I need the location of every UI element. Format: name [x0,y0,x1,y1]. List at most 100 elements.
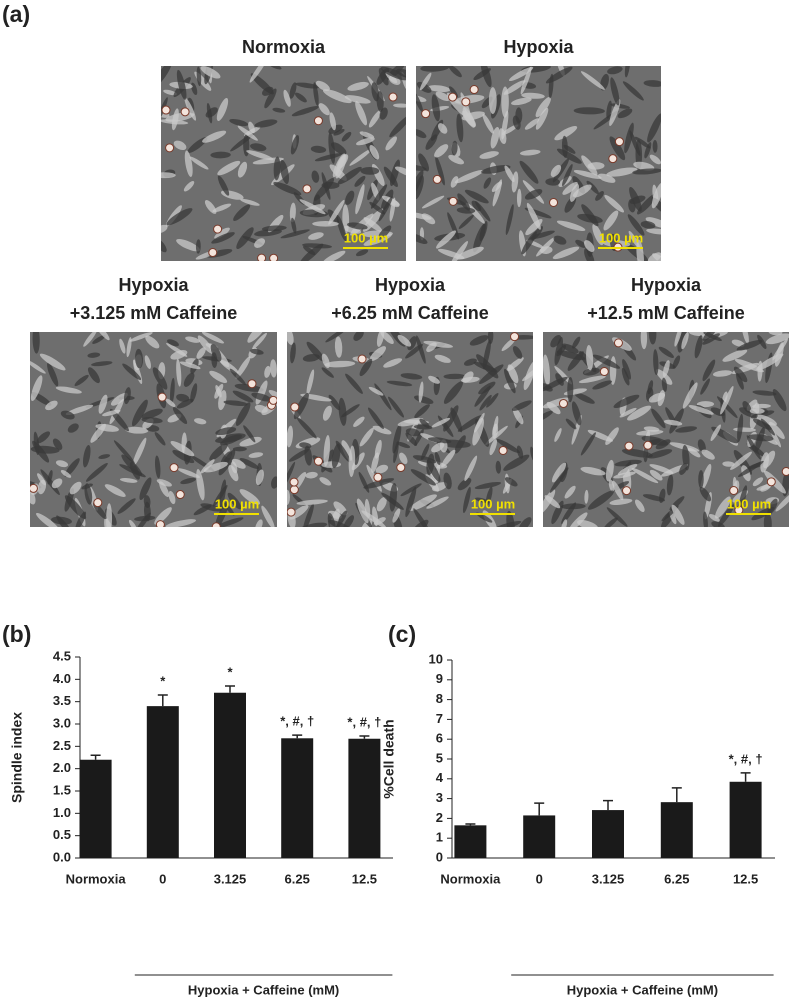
cell [554,428,562,442]
cell [176,239,200,252]
cell [511,400,532,411]
cell [434,354,451,363]
cell [290,342,296,364]
cell [571,401,582,426]
cell [47,362,59,387]
bar [79,759,112,858]
cell [581,204,599,227]
cell [250,348,264,355]
cell [756,484,772,491]
cell [191,82,198,96]
cell [30,375,43,402]
cell [562,182,578,195]
round-cell [213,224,223,234]
cell [508,66,534,82]
cell [254,119,278,128]
cell [161,66,172,88]
cell [254,238,266,248]
round-cell [643,440,653,450]
cell [299,243,324,261]
round-cell [247,379,257,389]
cell [344,95,371,104]
cell [318,103,330,116]
round-cell [549,198,559,208]
cell [236,227,254,249]
cell [104,484,126,497]
error-bar [225,685,235,693]
cell [353,416,365,427]
cell [184,150,193,177]
cell [688,332,709,337]
cell [196,66,202,87]
cell [65,404,94,415]
cell [243,425,256,443]
cell [448,66,462,78]
cell [128,519,137,527]
cell [416,81,432,93]
y-tick-label: 4.0 [53,671,71,686]
cell [647,252,661,261]
cell [408,494,437,512]
y-tick-label: 6 [436,731,443,746]
cell [768,332,783,336]
cell [476,512,493,523]
cell [368,407,384,430]
cell [82,445,91,468]
cell [556,220,586,231]
cell [606,167,638,177]
y-tick-label: 3.0 [53,715,71,730]
cell [661,377,668,392]
cell [239,489,260,505]
cell [287,461,296,491]
cell [161,224,168,234]
cell [485,425,508,446]
cell [564,485,576,499]
cell [416,164,427,171]
cell [144,355,151,369]
cell [480,66,492,88]
cell [47,470,53,485]
cell [659,488,666,504]
cell [760,452,769,473]
y-tick-label: 0 [436,849,443,864]
cell [359,427,374,447]
cell [98,454,111,459]
y-tick-label: 1.5 [53,782,71,797]
cell [170,350,188,360]
cell [217,160,241,176]
cell [270,359,277,378]
cell [315,80,330,92]
round-cell [257,253,267,261]
cell [763,512,772,527]
cell [177,468,201,478]
cell [183,181,195,192]
micrograph-title: Hypoxia [631,275,702,295]
y-tick-label: 2.0 [53,760,71,775]
cell [305,471,318,479]
cell [117,498,136,515]
cell [81,483,93,490]
cell [328,519,352,527]
error-bar [359,735,370,739]
cell [447,212,460,240]
cell [87,352,101,358]
cell [361,510,387,527]
cell [331,443,341,469]
cell [423,340,454,348]
y-tick-label: 3 [436,790,443,805]
cell [341,131,352,142]
cell [736,373,744,390]
cell [754,426,765,453]
cell [250,143,267,152]
bar [660,802,693,858]
cell [407,336,417,351]
cell [560,519,568,527]
cell [231,458,246,469]
cell [261,505,275,527]
cell [708,514,720,522]
cell [156,479,172,487]
cell [143,495,151,509]
cell [308,232,324,240]
cell [434,144,449,158]
cell [456,246,484,260]
